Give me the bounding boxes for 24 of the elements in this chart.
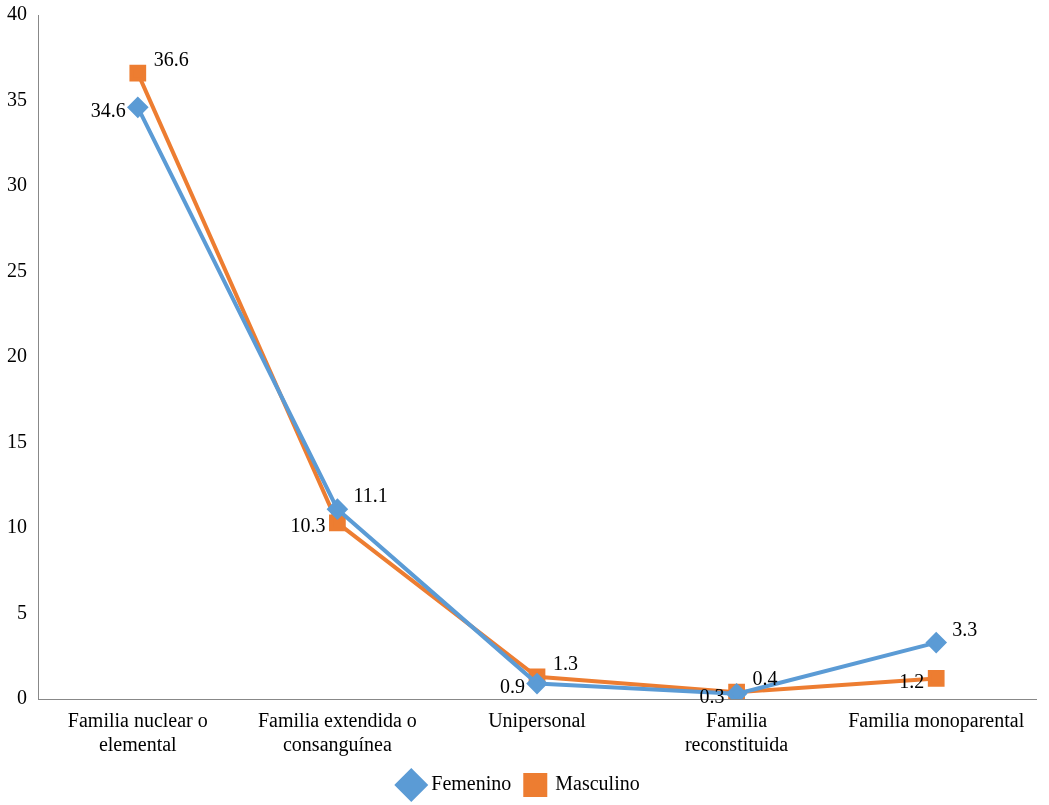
x-tick-label: Familia nuclear o elemental <box>67 709 208 756</box>
data-label: 0.9 <box>500 674 525 697</box>
data-label: 34.6 <box>90 98 126 121</box>
data-label: 36.6 <box>153 48 189 71</box>
y-tick-label: 25 <box>7 258 27 281</box>
data-label: 10.3 <box>290 514 326 537</box>
legend-label: Femenino <box>431 772 512 795</box>
legend-label: Masculino <box>555 772 640 795</box>
y-tick-label: 10 <box>7 515 27 538</box>
y-tick-label: 30 <box>7 173 27 196</box>
y-tick-label: 35 <box>7 87 27 110</box>
x-tick-label: Familia extendida o consanguínea <box>257 709 417 757</box>
y-tick-label: 20 <box>7 344 27 367</box>
data-label: 11.1 <box>353 484 388 507</box>
y-tick-label: 15 <box>7 429 27 452</box>
y-tick-label: 40 <box>7 2 27 25</box>
data-label: 0.4 <box>752 667 778 690</box>
x-tick-label: Familia reconstituida <box>684 709 789 756</box>
x-tick-label: Familia monoparental <box>848 709 1025 733</box>
y-tick-label: 5 <box>17 600 27 623</box>
data-label: 1.3 <box>553 652 578 675</box>
y-tick-label: 0 <box>17 686 27 709</box>
x-tick-label: Unipersonal <box>488 709 587 733</box>
data-label: 3.3 <box>952 617 978 640</box>
